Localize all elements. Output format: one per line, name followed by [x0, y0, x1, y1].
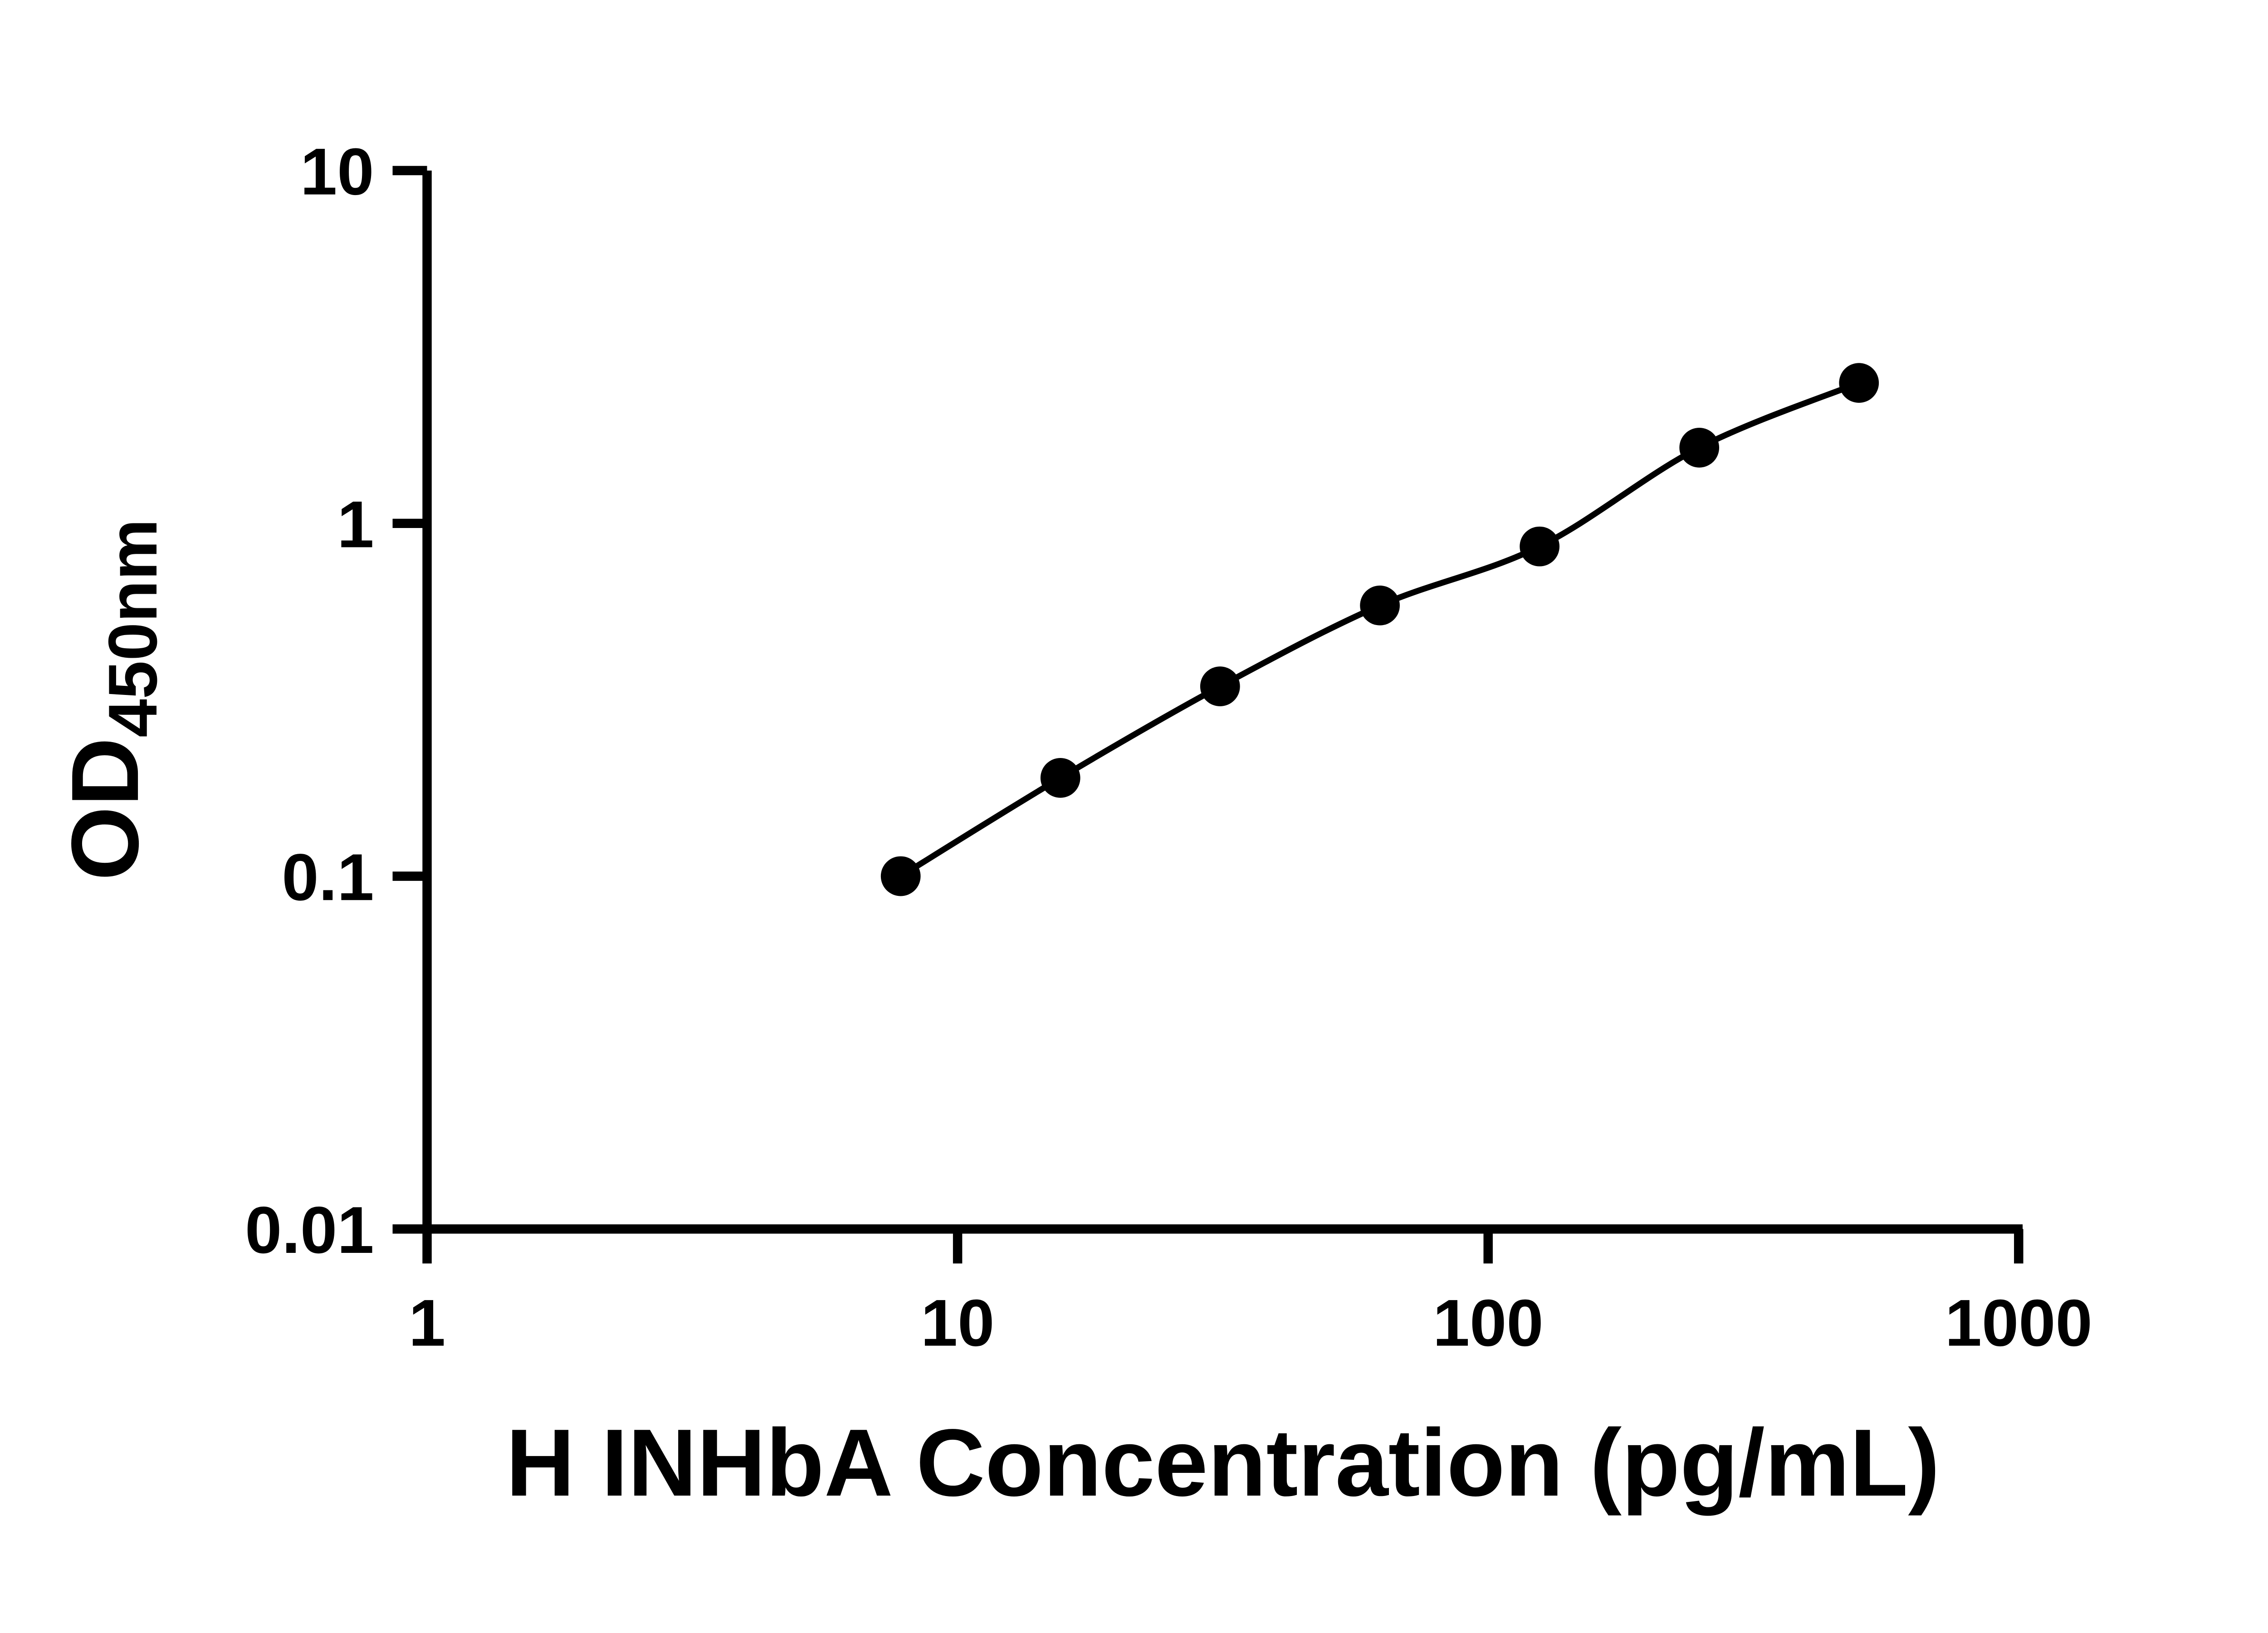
- y-tick-label: 0.1: [282, 840, 374, 914]
- y-axis-title-subscript: 450nm: [94, 519, 171, 738]
- y-axis-title: OD450nm: [51, 519, 171, 881]
- axes: 0.01 0.1 1 10 1 10 100 1000: [245, 135, 2092, 1360]
- x-axis-title: H INHbA Concentration (pg/mL): [506, 1409, 1940, 1516]
- data-point: [1040, 758, 1080, 798]
- x-tick-label: 100: [1433, 1286, 1544, 1360]
- y-axis-title-main: OD: [51, 738, 158, 881]
- data-point: [1200, 666, 1240, 707]
- data-series: [880, 363, 1879, 896]
- data-point: [1520, 526, 1560, 567]
- x-tick-label: 10: [921, 1286, 995, 1360]
- x-tick-label: 1: [409, 1286, 445, 1360]
- data-point: [1360, 585, 1400, 626]
- y-tick-label: 0.01: [245, 1193, 374, 1267]
- y-tick-label: 10: [300, 135, 374, 209]
- data-point: [880, 856, 921, 896]
- data-point: [1839, 363, 1879, 403]
- data-point: [1679, 427, 1720, 468]
- x-tick-label: 1000: [1945, 1286, 2092, 1360]
- y-tick-label: 1: [337, 487, 374, 561]
